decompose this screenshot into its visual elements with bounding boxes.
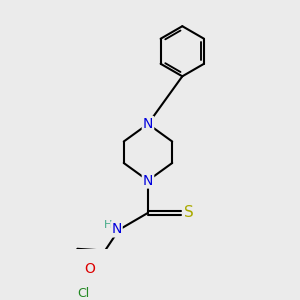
Text: O: O xyxy=(85,262,96,276)
Text: N: N xyxy=(143,173,153,188)
Text: Cl: Cl xyxy=(77,287,89,300)
Text: S: S xyxy=(184,206,194,220)
Text: N: N xyxy=(111,222,122,236)
Text: N: N xyxy=(143,117,153,131)
Text: H: H xyxy=(103,220,112,230)
